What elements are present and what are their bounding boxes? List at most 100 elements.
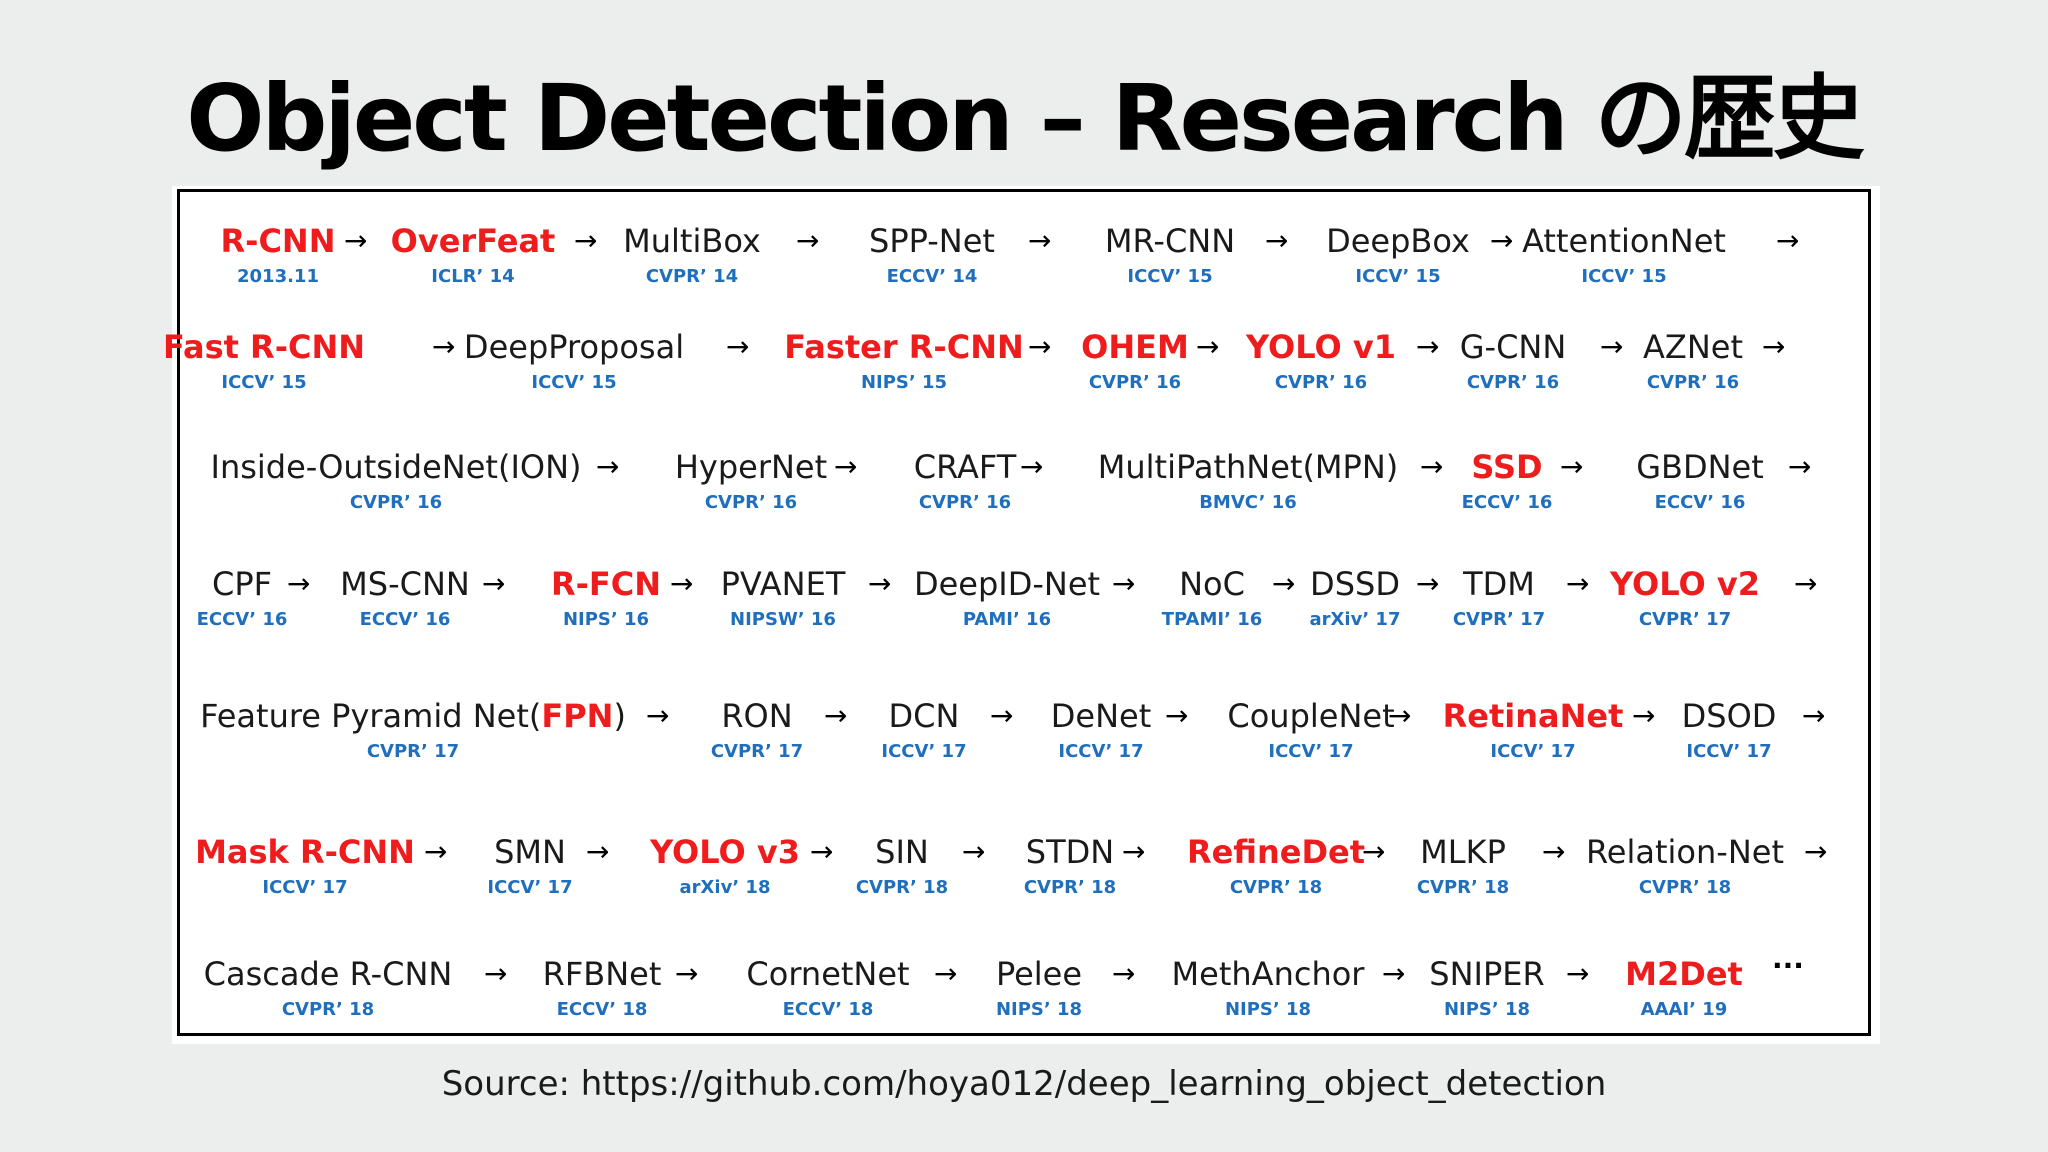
model-name: YOLO v3 [650,833,800,871]
model-node: DeepID-Net PAMI’ 16 [707,566,1307,630]
venue-label: CVPR’ 17 [366,741,460,762]
model-name: YOLO v1 [1246,328,1396,366]
model-node: M2Det AAAI’ 19 [1384,956,1984,1020]
venue-label: NIPS’ 18 [1224,999,1312,1020]
model-node: DSOD ICCV’ 17 [1429,698,2029,762]
model-node: Faster R-CNN NIPS’ 15 [604,329,1204,393]
arrow-icon: → [962,835,986,868]
venue-label: arXiv’ 18 [679,877,771,898]
model-name: Mask R-CNN [195,833,415,871]
venue-label: TPAMI’ 16 [1161,609,1263,630]
model-name: Inside-OutsideNet(ION) [210,448,582,486]
model-name: MultiBox [623,222,761,260]
arrow-icon: → [1762,330,1786,363]
arrow-icon: → [1600,330,1624,363]
venue-label: ECCV’ 16 [359,609,451,630]
model-name: SPP-Net [869,222,995,260]
model-node: STDN CVPR’ 18 [770,834,1370,898]
venue-label: CVPR’ 18 [1023,877,1117,898]
model-name: NoC [1179,565,1245,603]
venue-label: BMVC’ 16 [1199,492,1297,513]
model-name: Faster R-CNN [784,328,1024,366]
arrow-icon: → [1020,450,1044,483]
model-node: YOLO v2 CVPR’ 17 [1385,566,1985,630]
model-node: GBDNet ECCV’ 16 [1400,449,2000,513]
model-name: DeepBox [1326,222,1470,260]
model-name: MS-CNN [340,565,470,603]
venue-label: 2013.11 [237,266,319,287]
model-node: G-CNN CVPR’ 16 [1213,329,1813,393]
model-name: DCN [888,697,960,735]
model-node: OverFeat ICLR’ 14 [173,223,773,287]
arrow-icon: → [1388,699,1412,732]
arrow-icon: → [675,957,699,990]
model-name: MultiPathNet(MPN) [1097,448,1399,486]
arrow-icon: → [726,330,750,363]
model-name: DSSD [1310,565,1400,603]
model-name: PVANET [720,565,846,603]
model-name: YOLO v2 [1610,565,1760,603]
venue-label: ICLR’ 14 [431,266,515,287]
arrow-icon: → [482,567,506,600]
model-node: AZNet CVPR’ 16 [1393,329,1993,393]
arrow-icon: → [670,567,694,600]
model-node: SMN ICCV’ 17 [230,834,830,898]
venue-label: NIPS’ 18 [995,999,1083,1020]
model-name: TDM [1463,565,1535,603]
model-name: RetinaNet [1442,697,1624,735]
arrow-icon: → [1420,450,1444,483]
arrow-icon: → [1122,835,1146,868]
venue-label: CVPR’ 18 [281,999,375,1020]
model-node: SSD ECCV’ 16 [1207,449,1807,513]
model-name: DeepID-Net [913,565,1101,603]
model-name: AttentionNet [1522,222,1726,260]
arrow-icon: → [1028,330,1052,363]
venue-label: NIPS’ 18 [1443,999,1531,1020]
venue-label: CVPR’ 18 [855,877,949,898]
model-node: AttentionNet ICCV’ 15 [1324,223,1924,287]
model-name: Fast R-CNN [162,328,366,366]
model-name: RFBNet [542,955,662,993]
model-name: CoupleNet [1227,697,1395,735]
arrow-icon: → [868,567,892,600]
model-node: Pelee NIPS’ 18 [739,956,1339,1020]
venue-label: CVPR’ 16 [704,492,798,513]
arrow-icon: → [646,699,670,732]
arrow-icon: → [810,835,834,868]
model-name: R-FCN [550,565,662,603]
venue-label: ICCV’ 15 [531,372,617,393]
arrow-icon: → [1804,835,1828,868]
model-name: M2Det [1625,955,1743,993]
model-node: MS-CNN ECCV’ 16 [105,566,705,630]
model-node: MultiPathNet(MPN) BMVC’ 16 [948,449,1548,513]
venue-label: ECCV’ 18 [556,999,648,1020]
model-name: CPF [211,565,273,603]
model-name: Relation-Net [1586,833,1784,871]
model-node: CornetNet ECCV’ 18 [528,956,1128,1020]
model-node: DSSD arXiv’ 17 [1055,566,1655,630]
model-node: Relation-Net CVPR’ 18 [1385,834,1985,898]
arrow-icon: → [1566,567,1590,600]
model-name: G-CNN [1459,328,1567,366]
venue-label: ICCV’ 15 [221,372,307,393]
arrow-icon: → [1416,330,1440,363]
diagram-frame [177,189,1871,1036]
model-name: Feature Pyramid Net(FPN) [200,697,626,735]
model-node: SNIPER NIPS’ 18 [1187,956,1787,1020]
model-name: CRAFT [913,448,1017,486]
arrow-icon: → [990,699,1014,732]
arrow-icon: → [824,699,848,732]
arrow-icon: → [1542,835,1566,868]
venue-label: ICCV’ 17 [262,877,348,898]
model-name: MR-CNN [1104,222,1236,260]
arrow-icon: → [1196,330,1220,363]
model-name: MethAnchor [1171,955,1365,993]
model-node: DeepBox ICCV’ 15 [1098,223,1698,287]
model-node: MultiBox CVPR’ 14 [392,223,992,287]
venue-label: ICCV’ 17 [1686,741,1772,762]
arrow-icon: → [1416,567,1440,600]
venue-label: ECCV’ 14 [886,266,978,287]
model-node: RON CVPR’ 17 [457,698,1057,762]
model-name: DeNet [1050,697,1152,735]
arrow-icon: → [1776,224,1800,257]
